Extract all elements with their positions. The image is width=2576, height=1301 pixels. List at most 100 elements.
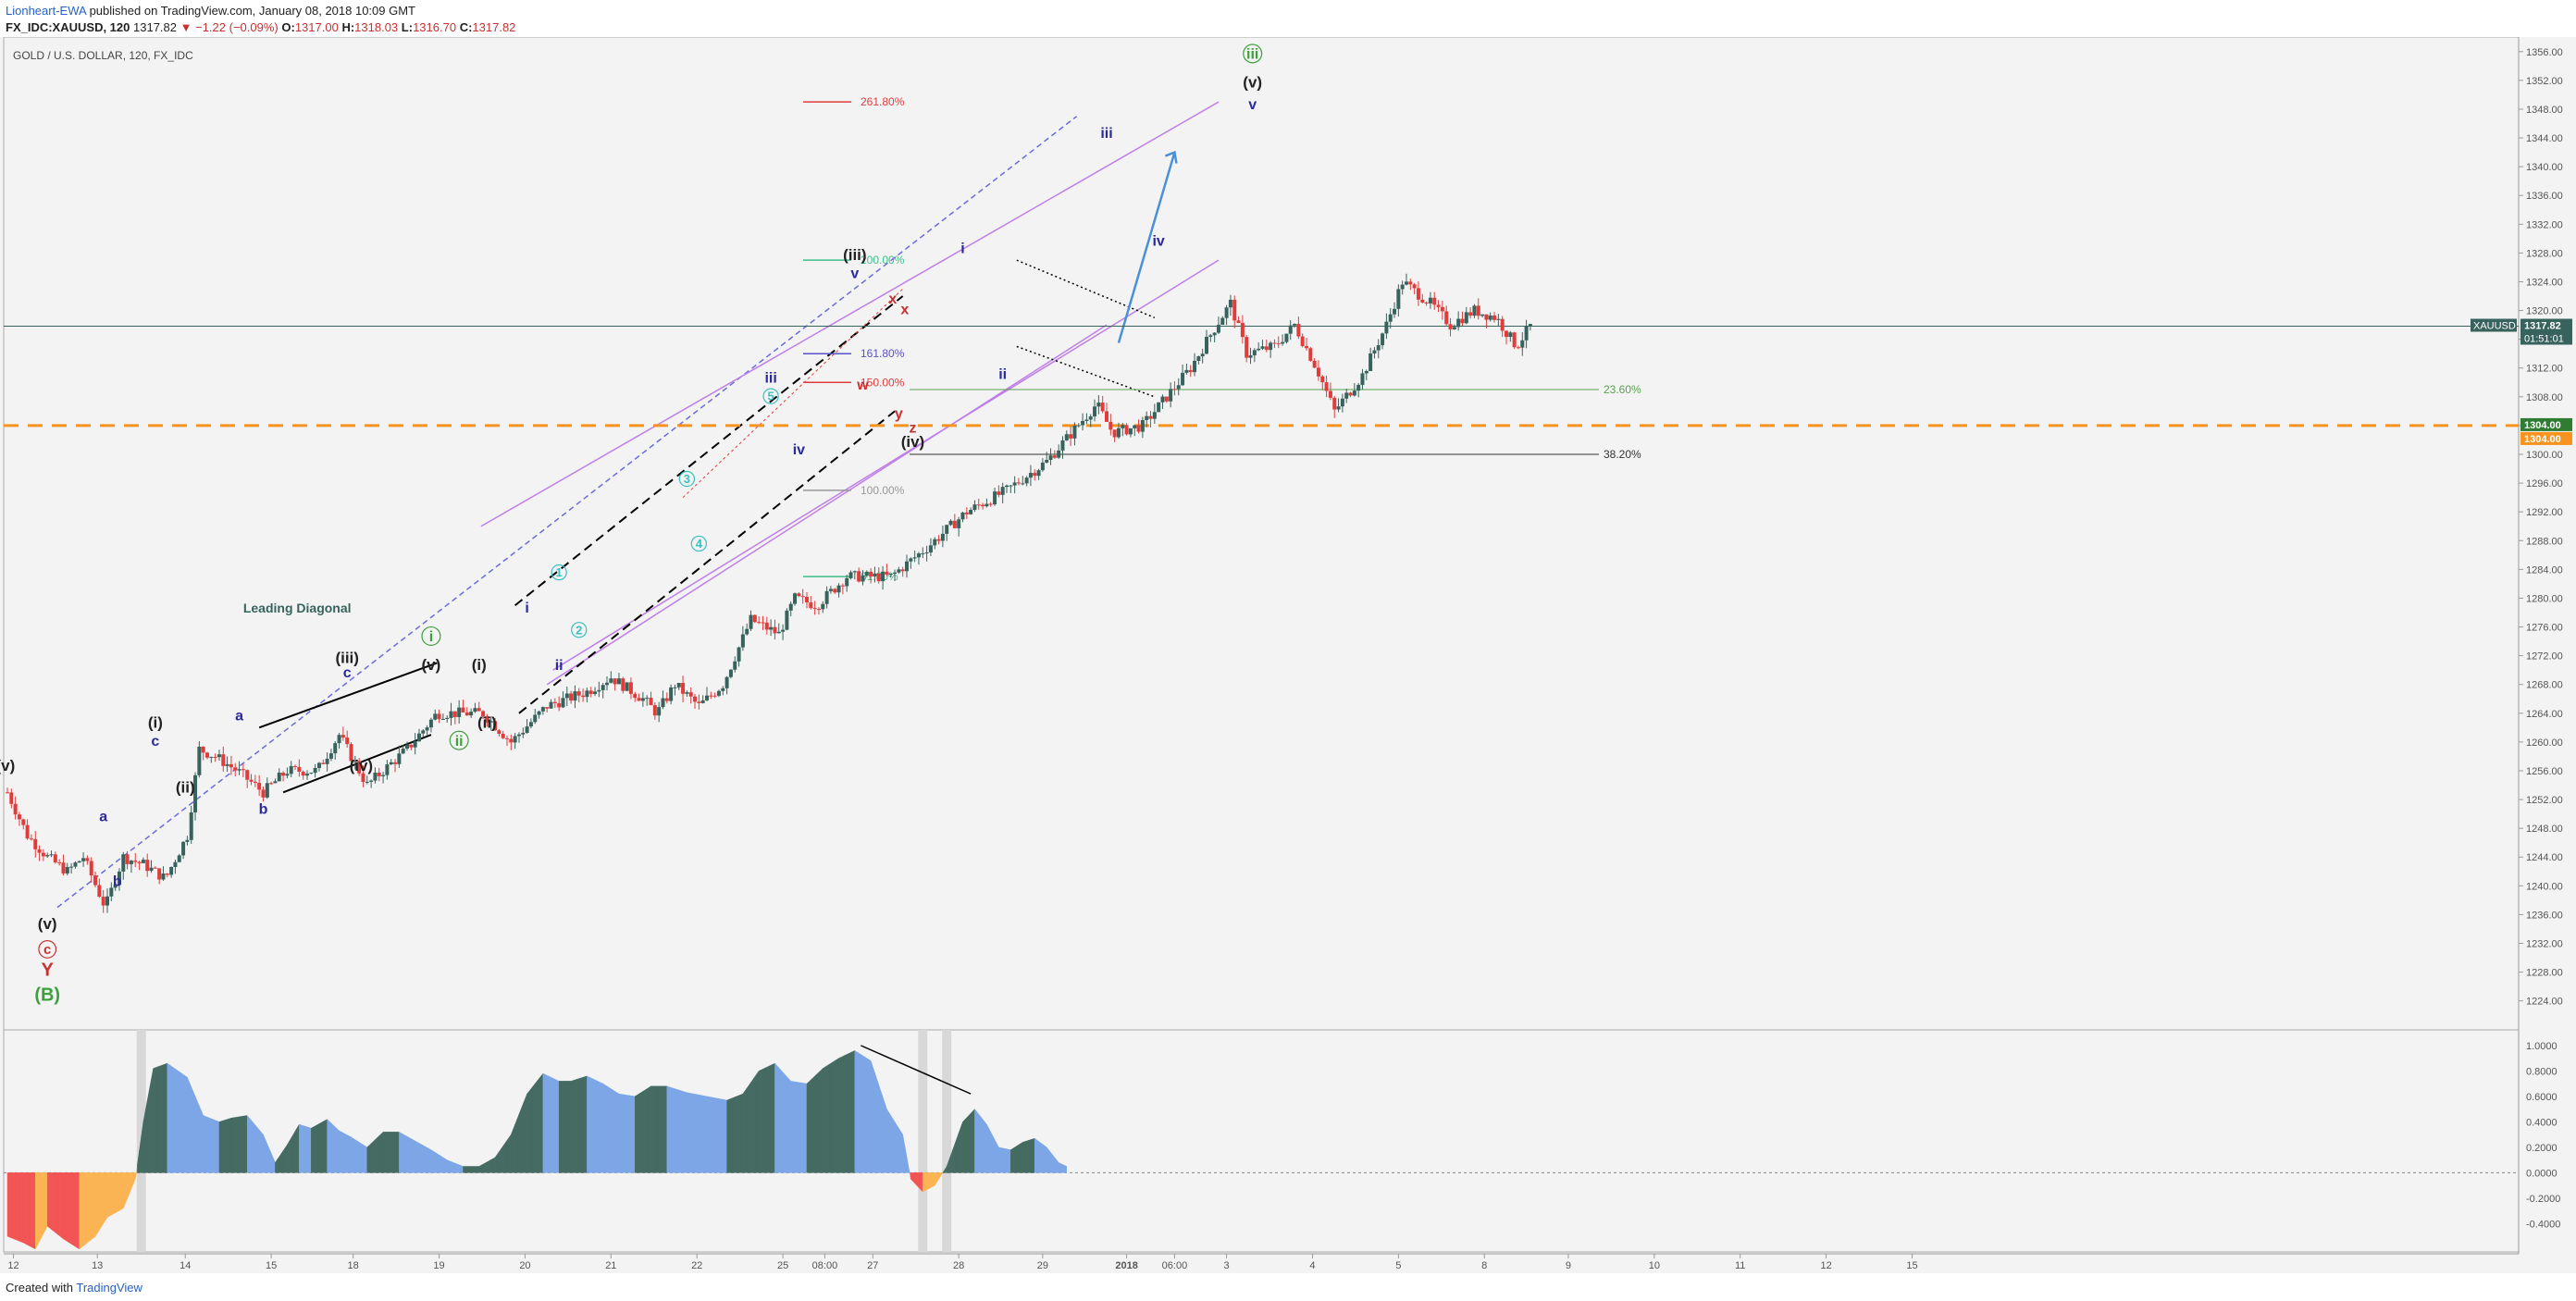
candle-body	[65, 867, 69, 874]
tradingview-link[interactable]: TradingView	[76, 1281, 142, 1295]
candle-body	[712, 695, 717, 697]
oscillator-bar	[675, 1088, 677, 1173]
wave-label: 5	[768, 390, 774, 403]
author-link[interactable]: Lionheart-EWA	[6, 4, 86, 18]
wave-label: 3	[684, 472, 690, 486]
candle-body	[305, 774, 309, 776]
oscillator-bar	[854, 1049, 858, 1173]
price-tick-label: 1332.00	[2526, 219, 2563, 230]
candle-body	[1408, 281, 1413, 285]
candle-body	[721, 688, 725, 691]
chart-canvas[interactable]: GOLD / U.S. DOLLAR, 120, FX_IDC 1356.0013…	[0, 37, 2576, 1273]
candle-body	[97, 885, 102, 898]
candle-body	[245, 770, 250, 780]
candles-group	[6, 273, 1532, 913]
candle-body	[1036, 470, 1041, 477]
candle-body	[1400, 284, 1405, 290]
candle-body	[569, 693, 574, 701]
oscillator-bar	[856, 1051, 860, 1173]
oscillator-bar	[96, 1172, 100, 1234]
oscillator-bar	[956, 1133, 960, 1173]
candle-body	[229, 763, 233, 768]
oscillator-bar	[15, 1172, 19, 1241]
candle-body	[769, 626, 774, 630]
candle-body	[649, 698, 653, 706]
oscillator-bar	[818, 1070, 822, 1173]
oscillator-bar	[848, 1052, 851, 1173]
oscillator-bar	[974, 1108, 977, 1173]
wave-label: x	[900, 302, 909, 317]
oscillator-bar	[706, 1096, 710, 1173]
oscillator-tick-label: 0.8000	[2526, 1066, 2557, 1077]
candle-body	[325, 758, 329, 764]
time-tick-label: 20	[519, 1260, 530, 1271]
oscillator-bar	[1010, 1147, 1013, 1173]
oscillator-bar	[526, 1090, 530, 1173]
oscillator-bar	[646, 1086, 650, 1173]
price-tick-label: 1244.00	[2526, 852, 2563, 863]
candle-body	[1157, 402, 1161, 413]
candle-body	[1276, 343, 1281, 345]
candle-body	[1096, 403, 1101, 407]
wave-label: c	[343, 665, 352, 681]
candle-body	[1312, 360, 1317, 368]
oscillator-bar	[652, 1085, 656, 1173]
candle-body	[449, 711, 453, 718]
oscillator-bar	[734, 1096, 737, 1173]
candle-body	[993, 491, 997, 505]
candle-body	[433, 713, 438, 720]
candle-body	[945, 525, 949, 534]
wave-label: c	[43, 942, 51, 958]
oscillator-bar	[315, 1124, 318, 1173]
oscillator-bar	[920, 1172, 923, 1193]
time-tick-label: 12	[7, 1260, 19, 1271]
wave-label: (v)	[38, 915, 57, 933]
oscillator-bar	[19, 1172, 22, 1243]
oscillator-bar	[490, 1158, 494, 1173]
oscillator-bar	[988, 1128, 991, 1173]
oscillator-bar	[1042, 1144, 1046, 1173]
candle-body	[149, 867, 154, 872]
oscillator-bar	[120, 1172, 124, 1210]
oscillator-bar	[684, 1091, 687, 1173]
candle-body	[1448, 324, 1453, 329]
candle-body	[1356, 384, 1361, 391]
oscillator-bar	[470, 1166, 474, 1173]
candle-body	[1436, 304, 1441, 307]
oscillator-bar	[334, 1126, 338, 1173]
oscillator-bar	[608, 1086, 612, 1173]
oscillator-bar	[960, 1121, 963, 1173]
oscillator-bar	[594, 1079, 598, 1173]
oscillator-bar	[158, 1065, 162, 1173]
price-tick-label: 1296.00	[2526, 478, 2563, 489]
candle-body	[1352, 390, 1356, 396]
candle-body	[588, 690, 593, 694]
candle-body	[688, 692, 693, 697]
candle-body	[421, 730, 426, 734]
candle-body	[693, 696, 698, 702]
oscillator-bar	[632, 1096, 636, 1173]
oscillator-bar	[525, 1094, 527, 1173]
oscillator-bar	[353, 1137, 356, 1173]
candle-body	[997, 491, 1001, 495]
wave-label: iv	[793, 442, 805, 458]
leading-diagonal-label: Leading Diagonal	[243, 601, 352, 615]
candle-body	[1484, 314, 1489, 320]
candle-body	[397, 753, 402, 764]
oscillator-bar	[513, 1124, 515, 1173]
candle-body	[1420, 299, 1425, 303]
candle-body	[1200, 353, 1205, 357]
candle-body	[816, 609, 821, 611]
oscillator-bar	[25, 1172, 28, 1245]
symbol-label: FX_IDC:XAUUSD, 120	[6, 20, 130, 34]
oscillator-bar	[611, 1088, 613, 1173]
candle-body	[1232, 299, 1237, 321]
oscillator-bar	[690, 1093, 694, 1173]
oscillator-bar	[378, 1133, 382, 1173]
middle-channel-line	[552, 259, 1220, 671]
candle-body	[1372, 350, 1377, 354]
oscillator-bar	[494, 1153, 498, 1173]
oscillator-bar	[744, 1087, 748, 1173]
candle-body	[885, 571, 889, 575]
oscillator-bar	[554, 1078, 558, 1173]
